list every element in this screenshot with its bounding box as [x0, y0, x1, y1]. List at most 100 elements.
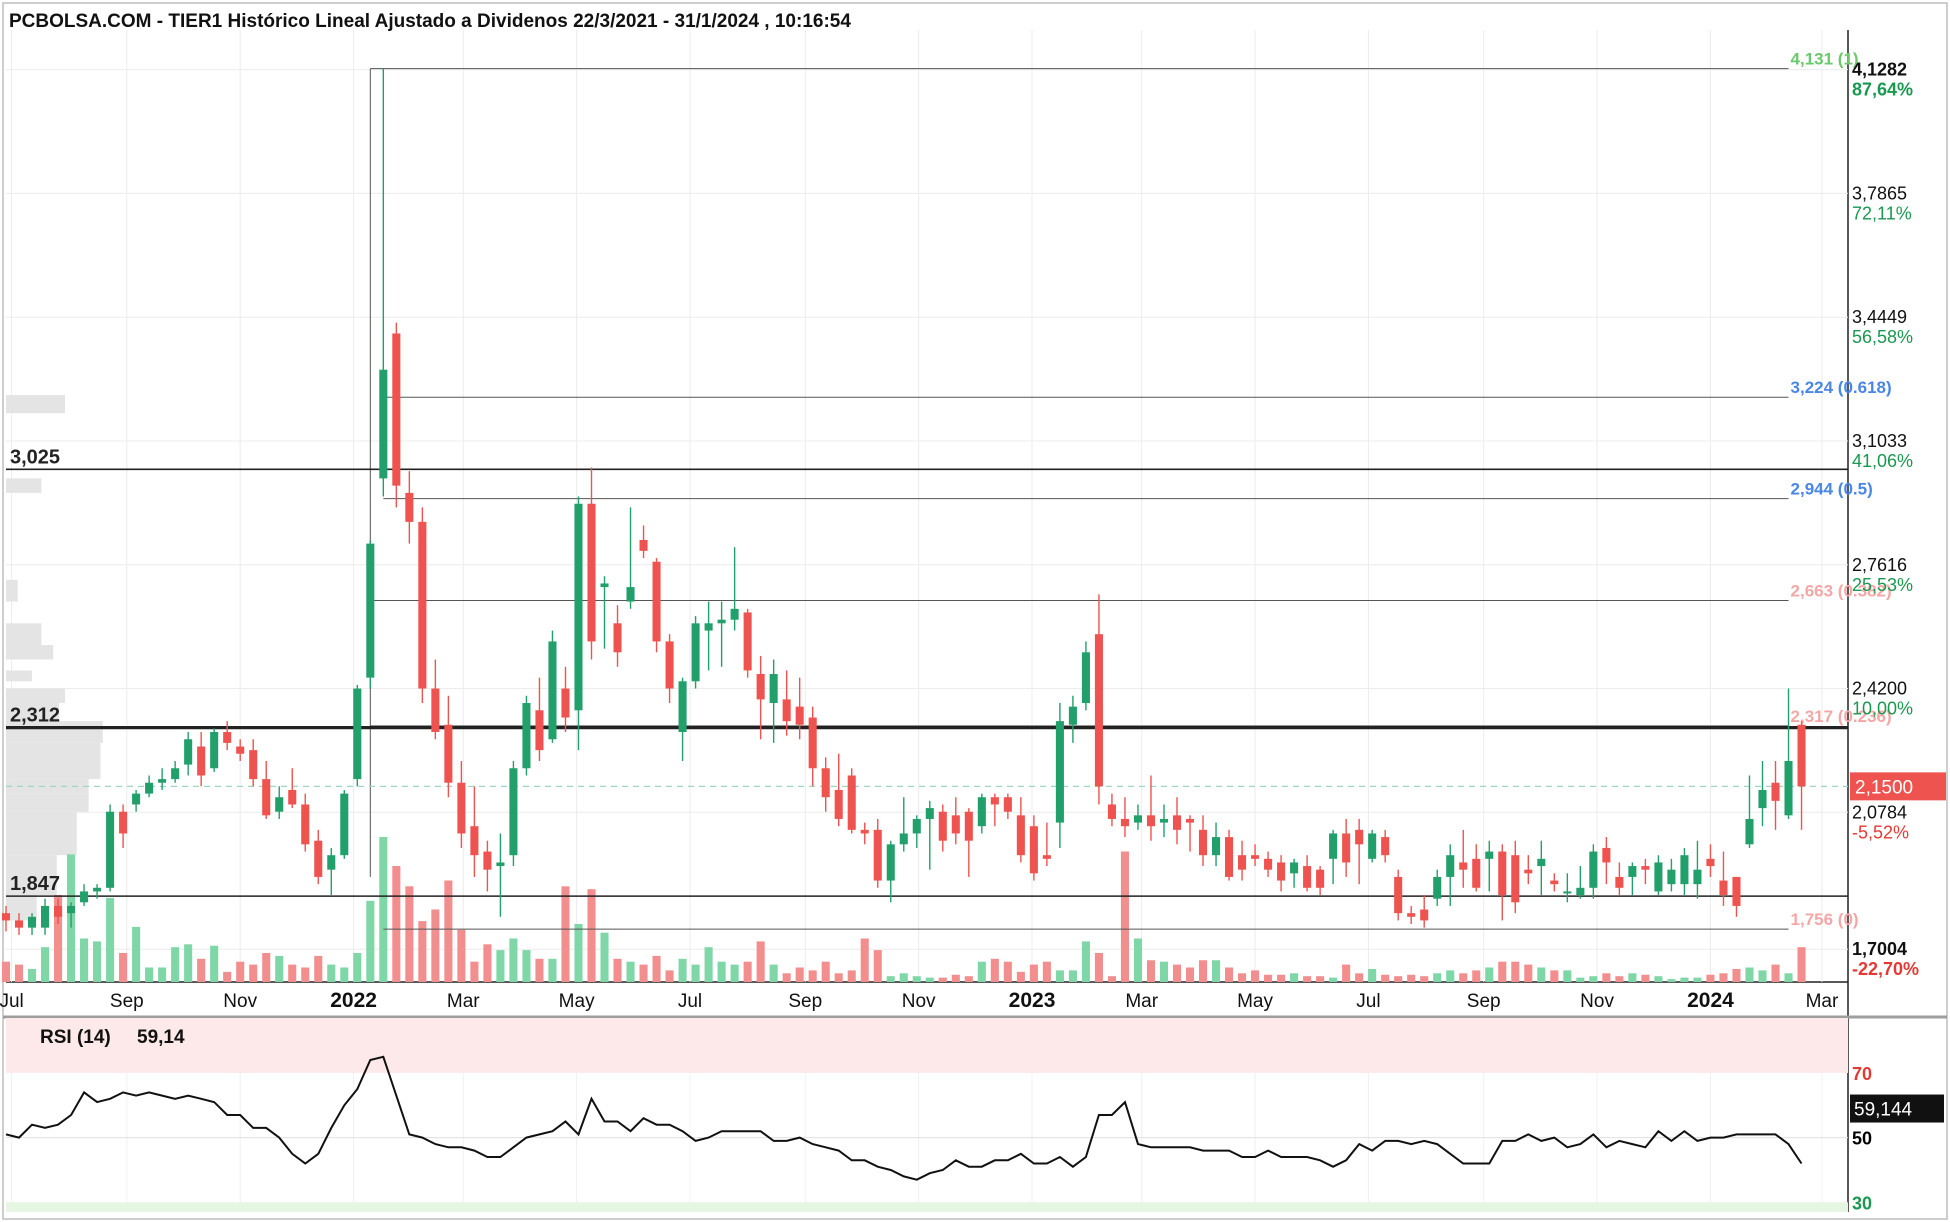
candle-body: [782, 699, 791, 722]
candle-body: [1329, 833, 1338, 859]
volume-bar: [1615, 976, 1624, 982]
percent-tick-label: 87,64%: [1852, 80, 1913, 100]
percent-tick-label: 10,00%: [1852, 699, 1913, 719]
volume-bar: [1120, 851, 1129, 982]
candle-body: [1511, 855, 1520, 903]
volume-bar: [704, 947, 713, 982]
volume-bar: [613, 958, 622, 982]
candle-body: [197, 746, 206, 776]
volume-bar: [1264, 974, 1273, 982]
candle-body: [431, 688, 440, 733]
candle-body: [1198, 829, 1208, 856]
candle-body: [14, 920, 24, 928]
volume-bar: [132, 926, 141, 982]
candle-body: [717, 619, 726, 624]
volume-bar: [1029, 964, 1038, 982]
volume-profile-bar: [6, 811, 77, 856]
volume-bar: [964, 976, 973, 982]
candle-body: [1537, 858, 1546, 867]
volume-profile-bar: [6, 579, 18, 602]
volume-bar: [1537, 967, 1546, 982]
support-resistance-lines: 3,025 2,312 1,847: [6, 446, 1848, 897]
candle-body: [314, 840, 323, 877]
volume-bar: [106, 897, 115, 982]
volume-bar: [847, 970, 856, 982]
last-price-label: 2,1500: [1855, 777, 1913, 798]
volume-bar: [431, 909, 440, 982]
candle-body: [67, 905, 76, 914]
candle-body: [1641, 866, 1650, 870]
support-resistance-label: 3,025: [10, 446, 60, 468]
volume-bar: [730, 964, 739, 982]
volume-bar: [366, 900, 375, 982]
percent-tick-label: 25,53%: [1852, 575, 1913, 595]
volume-bar: [886, 976, 895, 982]
rsi-oversold-zone: [6, 1202, 1848, 1212]
volume-bar: [457, 929, 466, 982]
price-tick-label: 2,7616: [1852, 555, 1907, 575]
candle-body: [1, 913, 11, 921]
volume-bar: [496, 950, 505, 982]
candle-body: [1576, 887, 1585, 896]
volume-bar: [782, 973, 791, 982]
volume-bar: [1394, 976, 1403, 982]
volume-bar: [509, 938, 518, 982]
volume-bar: [262, 953, 271, 982]
volume-bars: [1, 837, 1806, 982]
percent-tick-label: -22,70%: [1852, 959, 1919, 979]
candle-body: [769, 674, 778, 704]
volume-bar: [379, 837, 388, 982]
candle-body: [171, 768, 180, 780]
volume-bar: [470, 961, 479, 982]
candle-body: [1667, 869, 1676, 885]
candle-body: [1290, 862, 1299, 874]
volume-bar: [587, 889, 596, 982]
candle-body: [977, 797, 986, 827]
volume-bar: [899, 973, 908, 982]
volume-bar: [327, 964, 336, 982]
candle-body: [1211, 837, 1221, 856]
candle-body: [873, 829, 882, 881]
volume-bar: [1016, 971, 1025, 982]
volume-bar: [1303, 976, 1312, 982]
candle-body: [1003, 797, 1012, 812]
candle-body: [1758, 789, 1767, 809]
volume-profile-bar: [6, 395, 65, 414]
volume-bar: [600, 932, 609, 982]
candle-body: [496, 862, 505, 867]
candle-body: [1316, 869, 1325, 888]
candle-body: [1615, 876, 1624, 888]
candle-body: [795, 706, 804, 725]
volume-bar: [1667, 979, 1676, 982]
volume-profile-bar: [6, 779, 89, 794]
candle-body: [743, 612, 752, 671]
main-grid: [3, 30, 1947, 1212]
volume-bar: [1472, 970, 1481, 982]
volume-profile-bar: [6, 703, 60, 722]
candle-body: [1042, 855, 1051, 859]
volume-bar: [93, 941, 102, 982]
candle-body: [808, 717, 817, 769]
volume-bar: [821, 961, 830, 982]
price-tick-label: 3,1033: [1852, 431, 1907, 451]
candle-body: [1251, 855, 1260, 859]
candle-body: [184, 739, 193, 765]
fibonacci-lines: 4,131 (1) 3,224 (0.618) 2,944 (0.5) 2,663 (…: [369, 50, 1892, 930]
volume-bar: [119, 953, 128, 982]
date-tick-label: Mar: [447, 991, 480, 1012]
candle-body: [340, 793, 349, 856]
candle-body: [1459, 862, 1468, 870]
volume-bar: [1159, 961, 1169, 982]
chart-title: PCBOLSA.COM - TIER1 Histórico Lineal Aju…: [9, 11, 851, 32]
candle-body: [1797, 724, 1806, 787]
volume-bar: [1459, 973, 1468, 982]
volume-bar: [1576, 977, 1585, 982]
volume-bar: [548, 958, 557, 982]
last-price-box: [1850, 772, 1946, 801]
volume-bar: [1342, 964, 1351, 982]
date-tick-label: Nov: [223, 991, 257, 1012]
volume-bar: [54, 895, 63, 982]
volume-bar: [340, 967, 349, 982]
candle-body: [626, 587, 635, 602]
volume-bar: [1758, 970, 1767, 982]
